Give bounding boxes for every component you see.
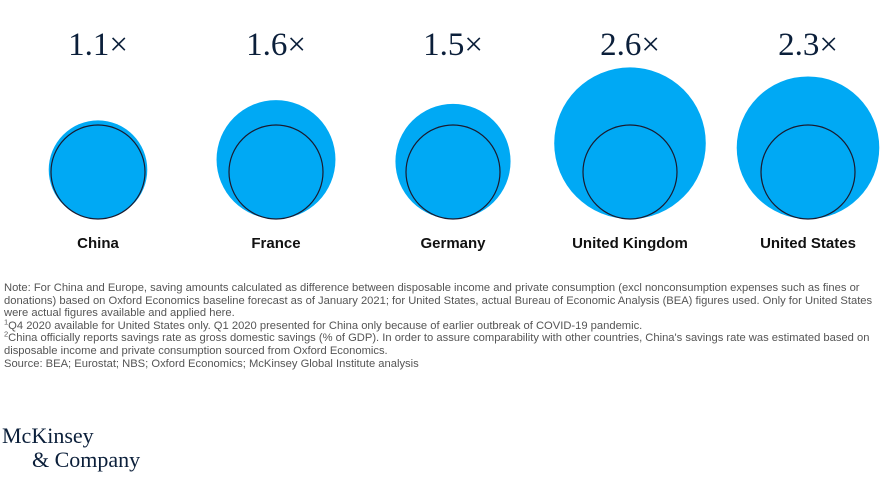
multiplier-label-2: 1.5× bbox=[423, 27, 483, 63]
logo-line-2: & Company bbox=[32, 447, 141, 472]
country-label-2: Germany bbox=[420, 235, 486, 252]
bubble-4 bbox=[736, 76, 880, 219]
baseline-circle-3 bbox=[582, 124, 678, 220]
logo-line-1: McKinsey bbox=[2, 423, 94, 448]
source-text: Source: BEA; Eurostat; NBS; Oxford Econo… bbox=[4, 357, 419, 370]
bubble-1 bbox=[216, 100, 336, 219]
country-label-1: France bbox=[251, 235, 300, 252]
bubble-0 bbox=[48, 120, 148, 219]
footnote-2-marker: 2 bbox=[4, 329, 9, 339]
baseline-circle-4 bbox=[760, 124, 856, 220]
footnotes: Note: For China and Europe, saving amoun… bbox=[4, 282, 884, 370]
bubble-chart: 1.1× China 1.6× France 1.5× Germany 2.6× United… bbox=[48, 27, 880, 252]
baseline-circle-2 bbox=[405, 124, 501, 220]
baseline-circle-0 bbox=[50, 124, 146, 220]
footnote-2: 2China officially reports savings rate a… bbox=[4, 329, 884, 357]
multiplier-label-1: 1.6× bbox=[246, 27, 306, 63]
footnote-1-marker: 1 bbox=[4, 317, 9, 327]
country-label-3: United Kingdom bbox=[572, 235, 688, 252]
baseline-circle-1 bbox=[228, 124, 324, 220]
mckinsey-logo: McKinsey & Company bbox=[2, 424, 140, 472]
country-label-4: United States bbox=[760, 235, 856, 252]
note-text: Note: For China and Europe, saving amoun… bbox=[4, 282, 873, 320]
multiplier-label-0: 1.1× bbox=[68, 27, 128, 63]
bubble-2 bbox=[395, 103, 511, 219]
multiplier-label-3: 2.6× bbox=[600, 27, 660, 63]
footnote-1: 1Q4 2020 available for United States onl… bbox=[4, 317, 884, 333]
footnote-1-text: Q4 2020 available for United States only… bbox=[8, 319, 643, 332]
footnote-2-text: China officially reports savings rate as… bbox=[4, 332, 870, 357]
multiplier-label-4: 2.3× bbox=[778, 27, 838, 63]
country-label-0: China bbox=[77, 235, 119, 252]
bubble-3 bbox=[554, 67, 706, 219]
